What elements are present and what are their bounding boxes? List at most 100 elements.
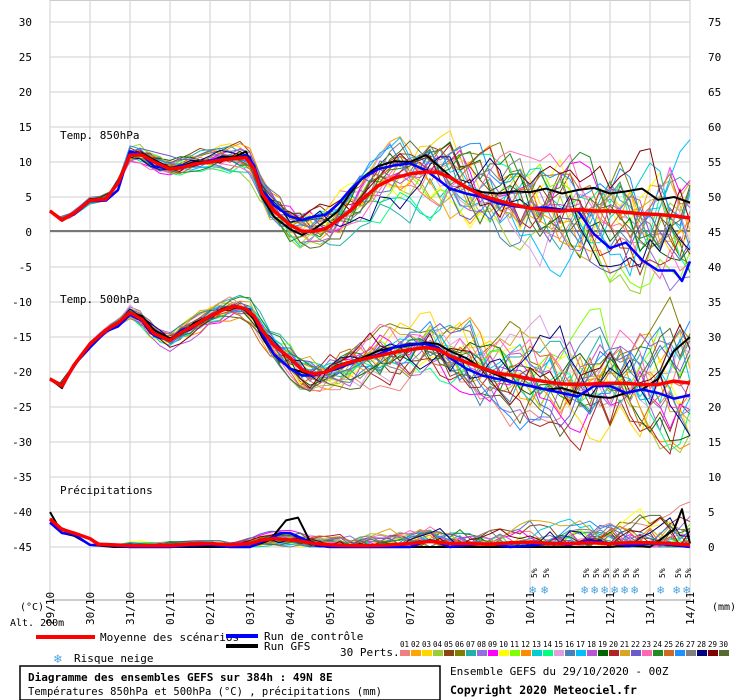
pert-legend-swatch	[466, 650, 476, 656]
pert-legend-number: 28	[697, 640, 707, 649]
y-tick-left: 30	[19, 16, 32, 29]
pert-legend-swatch	[444, 650, 454, 656]
y-tick-right: 40	[708, 261, 721, 274]
t850-pert-member-21	[49, 153, 691, 262]
x-tick-date: 02/11	[204, 592, 217, 625]
snow-risk-markers: 5%❄5%❄5%❄5%❄5%❄5%❄5%❄5%❄5%❄5%❄5%❄	[529, 568, 693, 597]
y-tick-left: -20	[12, 366, 32, 379]
snow-risk-percent: 5%	[612, 568, 621, 578]
x-tick-date: 29/10	[44, 592, 57, 625]
pert-legend-swatch	[609, 650, 619, 656]
pert-legend-number: 07	[466, 640, 475, 649]
ensemble-label: Ensemble GEFS du 29/10/2020 - 00Z	[450, 665, 669, 678]
pert-legend-number: 26	[675, 640, 685, 649]
x-tick-date: 12/11	[604, 592, 617, 625]
legend-mean-label: Moyenne des scénarios	[100, 631, 239, 644]
x-tick-date: 06/11	[364, 592, 377, 625]
y-tick-labels: 302520151050-5-10-15-20-25-30-35-40-4575…	[12, 16, 721, 554]
y-tick-right: 5	[708, 506, 715, 519]
snow-risk-percent: 5%	[658, 568, 667, 578]
legend-snow-label: Risque neige	[74, 652, 153, 665]
snow-risk-percent: 5%	[632, 568, 641, 578]
y-tick-right: 55	[708, 156, 721, 169]
y-tick-right: 15	[708, 436, 721, 449]
y-tick-right: 75	[708, 16, 721, 29]
x-tick-date: 05/11	[324, 592, 337, 625]
main-series	[48, 150, 692, 549]
y-tick-right: 20	[708, 401, 721, 414]
pert-legend: 01 02 03 04 05 06 07 08 09 10 11 12 13 14 15 16 17 18 19 20…	[400, 640, 729, 656]
y-tick-right: 30	[708, 331, 721, 344]
t850-mean-line	[48, 153, 691, 234]
x-tick-date: 01/11	[164, 592, 177, 625]
snow-risk-percent: 5%	[622, 568, 631, 578]
pert-legend-swatch	[400, 650, 410, 656]
y-tick-right: 50	[708, 191, 721, 204]
x-tick-labels: 29/10 30/10 31/10 01/11 02/11 03/11 04/11 05/11…	[44, 592, 697, 625]
panel-label-precip: Précipitations	[60, 484, 153, 497]
pert-legend-swatch	[422, 650, 432, 656]
pert-legend-swatch	[477, 650, 487, 656]
x-tick-date: 03/11	[244, 592, 257, 625]
x-tick-date: 31/10	[124, 592, 137, 625]
pert-legend-number: 05	[444, 640, 453, 649]
pert-legend-swatch	[510, 650, 520, 656]
t850-control-line	[49, 150, 692, 283]
t850-pert-member-23	[49, 150, 691, 280]
snowflake-icon: ❄	[581, 583, 588, 597]
pert-legend-number: 30	[719, 640, 729, 649]
t500-pert-member-27	[49, 305, 691, 437]
pert-legend-swatch	[554, 650, 564, 656]
y-tick-right: 60	[708, 121, 721, 134]
pert-legend-number: 03	[422, 640, 431, 649]
y-tick-right: 45	[708, 226, 721, 239]
snow-risk-percent: 5%	[542, 568, 551, 578]
pert-legend-number: 29	[708, 640, 717, 649]
right-axis-unit: (mm)	[712, 602, 736, 613]
pert-legend-swatch	[697, 650, 707, 656]
gefs-ensemble-chart: 5%❄5%❄5%❄5%❄5%❄5%❄5%❄5%❄5%❄5%❄5%❄ 30 25 20…	[10, 0, 737, 628]
pert-legend-number: 04	[433, 640, 443, 649]
y-tick-left: -30	[12, 436, 32, 449]
pert-legend-number: 20	[609, 640, 619, 649]
x-tick-date: 10/11	[524, 592, 537, 625]
y-tick-left: 15	[19, 121, 32, 134]
pert-legend-number: 16	[565, 640, 575, 649]
copyright-label: Copyright 2020 Meteociel.fr	[450, 683, 637, 697]
pert-legend-swatch	[433, 650, 443, 656]
snowflake-icon: ❄	[601, 583, 608, 597]
y-tick-left: 0	[25, 226, 32, 239]
pert-legend-swatch	[455, 650, 465, 656]
y-tick-left: -25	[12, 401, 32, 414]
snow-risk-percent: 5%	[602, 568, 611, 578]
t850-pert-member-28	[49, 149, 691, 268]
snowflake-icon: ❄	[673, 583, 680, 597]
pert-legend-number: 17	[576, 640, 585, 649]
snowflake-icon: ❄	[591, 583, 598, 597]
snowflake-icon: ❄	[631, 583, 638, 597]
y-tick-left: 10	[19, 156, 32, 169]
y-tick-left: -5	[19, 261, 32, 274]
pert-legend-number: 08	[477, 640, 487, 649]
pert-legend-number: 25	[664, 640, 673, 649]
snowflake-icon: ❄	[53, 652, 62, 667]
t500-mean-line	[49, 304, 691, 388]
precip-mean-line	[48, 517, 691, 548]
x-tick-date: 30/10	[84, 592, 97, 625]
pert-legend-number: 24	[653, 640, 663, 649]
panel-label-t500: Temp. 500hPa	[60, 293, 139, 306]
pert-legend-swatch	[521, 650, 531, 656]
pert-legend-swatch	[543, 650, 553, 656]
pert-legend-number: 02	[411, 640, 420, 649]
y-tick-left: 25	[19, 51, 32, 64]
pert-legend-number: 14	[543, 640, 553, 649]
y-tick-right: 70	[708, 51, 721, 64]
pert-legend-swatch	[642, 650, 652, 656]
y-tick-left: -35	[12, 471, 32, 484]
legend-perts-label: 30 Perts.	[340, 646, 400, 659]
x-tick-date: 04/11	[284, 592, 297, 625]
pert-legend-number: 01	[400, 640, 409, 649]
pert-legend-number: 15	[554, 640, 563, 649]
snowflake-icon: ❄	[611, 583, 618, 597]
pert-legend-swatch	[675, 650, 685, 656]
